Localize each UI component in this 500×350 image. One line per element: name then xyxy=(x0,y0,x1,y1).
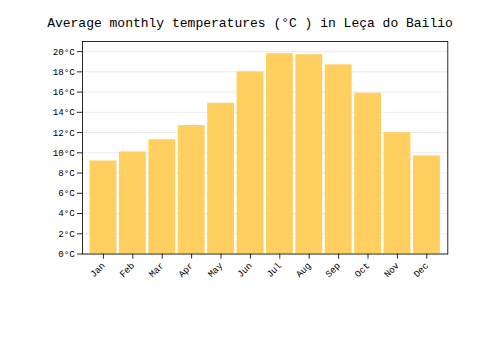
html-text:Average monthly temperatures (: Average monthly temperatures (°C ) in Le… xyxy=(47,16,453,31)
svg-text:Dec: Dec xyxy=(412,260,432,280)
svg-text:Jan: Jan xyxy=(88,260,108,280)
svg-text:4°C: 4°C xyxy=(58,208,75,219)
svg-text:Aug: Aug xyxy=(294,260,314,280)
svg-text:Sep: Sep xyxy=(323,260,343,280)
svg-text:20°C: 20°C xyxy=(53,47,76,58)
svg-text:12°C: 12°C xyxy=(53,128,76,139)
svg-text:8°C: 8°C xyxy=(58,168,75,179)
svg-text:May: May xyxy=(206,260,226,280)
svg-text:16°C: 16°C xyxy=(53,87,76,98)
svg-text:Jul: Jul xyxy=(265,260,285,280)
svg-text:14°C: 14°C xyxy=(53,107,76,118)
svg-text:0°C: 0°C xyxy=(58,249,75,260)
svg-text:Jun: Jun xyxy=(235,260,255,280)
svg-text:Mar: Mar xyxy=(147,260,167,280)
svg-text:Feb: Feb xyxy=(118,260,138,280)
svg-text:Apr: Apr xyxy=(176,260,196,280)
svg-text:2°C: 2°C xyxy=(58,229,75,240)
svg-text:18°C: 18°C xyxy=(53,67,76,78)
svg-text:10°C: 10°C xyxy=(53,148,76,159)
svg-text:6°C: 6°C xyxy=(58,188,75,199)
svg-text:Oct: Oct xyxy=(353,260,373,280)
svg-text:Nov: Nov xyxy=(382,260,402,280)
